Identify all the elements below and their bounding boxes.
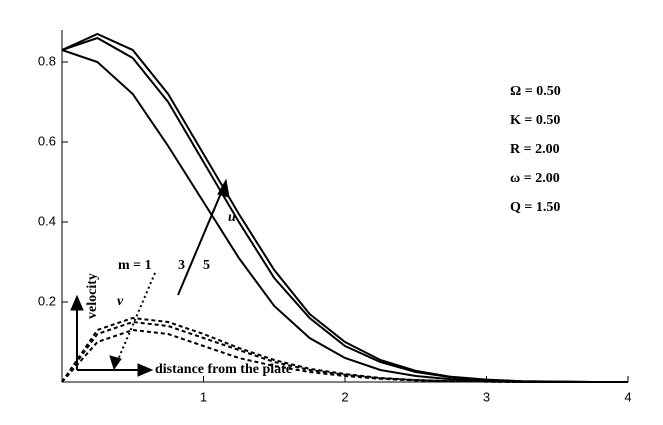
m-label: 3 [178,258,185,273]
y-tick-label: 0.6 [38,133,56,148]
x-tick-label: 4 [624,389,631,404]
x-axis-label: distance from the plate [155,362,292,377]
series-line [61,320,628,383]
parameter-label: K = 0.50 [510,113,560,128]
m-label: 5 [203,258,210,273]
parameter-label: Q = 1.50 [510,200,560,215]
v-label: v [117,294,124,309]
x-tick-label: 2 [341,389,348,404]
arrowhead [70,294,84,311]
u-label: u [228,210,236,225]
y-axis-label: velocity [85,273,100,319]
parameter-label: ω = 2.00 [510,171,560,186]
m-label: m = 1 [118,258,152,273]
v-arrow [116,272,156,363]
u-arrow [177,185,225,296]
arrowhead [137,363,154,377]
parameter-label: Ω = 0.50 [510,84,561,99]
y-tick-label: 0.8 [38,53,56,68]
y-tick-label: 0.2 [38,293,56,308]
y-tick-label: 0.4 [38,213,56,228]
x-tick-label: 3 [483,389,490,404]
x-tick-label: 1 [200,389,207,404]
parameter-label: R = 2.00 [510,142,560,157]
arrowhead [109,355,122,371]
